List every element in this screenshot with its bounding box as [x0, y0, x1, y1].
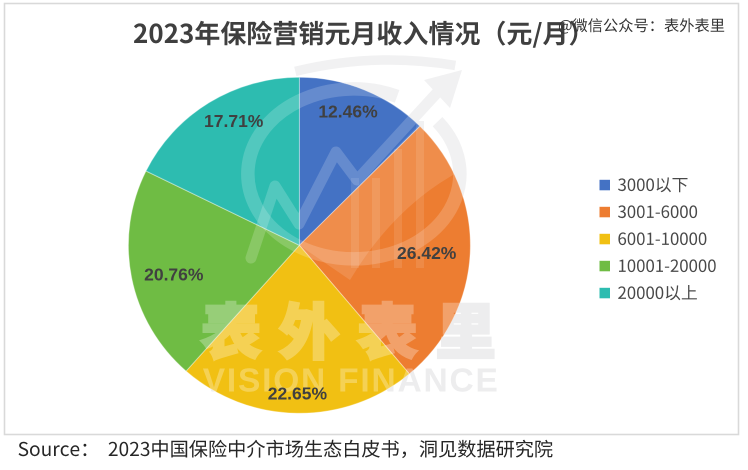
svg-text:20.76%: 20.76% [144, 265, 204, 285]
svg-text:22.65%: 22.65% [268, 384, 328, 404]
svg-text:12.46%: 12.46% [318, 102, 378, 122]
svg-text:17.71%: 17.71% [204, 111, 264, 131]
svg-text:26.42%: 26.42% [397, 243, 457, 263]
